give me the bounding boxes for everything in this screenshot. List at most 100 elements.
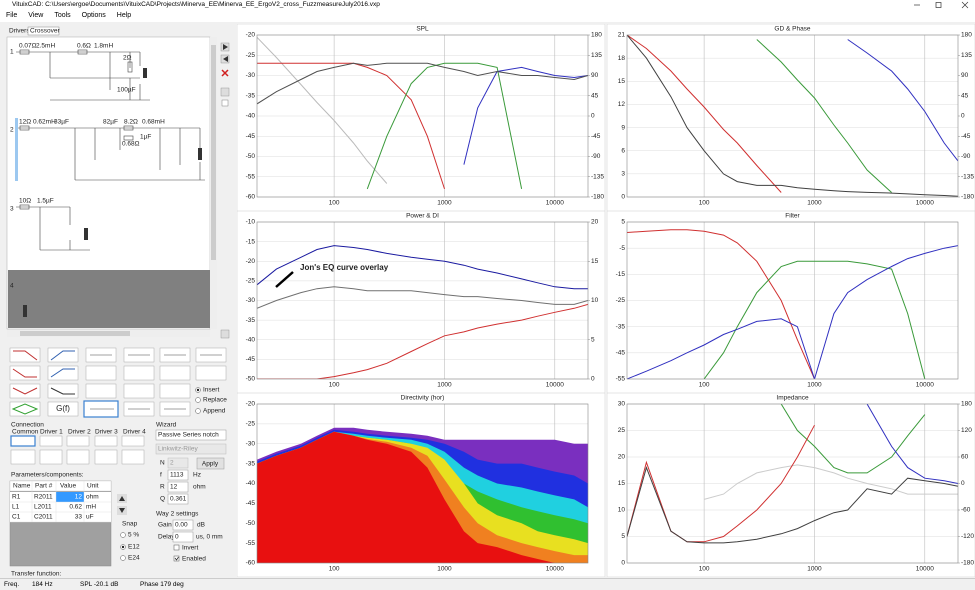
table-header: Unit <box>87 483 99 490</box>
y2-tick-label: 120 <box>961 427 972 434</box>
field-label: Delay <box>158 534 175 541</box>
y-tick-label: 3 <box>621 171 625 178</box>
y2-tick-label: 90 <box>591 72 599 79</box>
checkbox-label[interactable]: Enabled <box>182 556 206 563</box>
wizard-type[interactable]: Passive Series notch <box>158 432 219 439</box>
connection-tab[interactable]: Driver 3 <box>95 429 118 436</box>
x-tick-label: 10000 <box>546 382 564 389</box>
y-tick-label: -35 <box>246 317 256 324</box>
plot-title: Directivity (hor) <box>401 395 445 402</box>
field-value[interactable]: 0 <box>175 534 179 541</box>
toolbar[interactable] <box>220 42 230 339</box>
table-cell: C1 <box>12 514 21 521</box>
x-tick-label: 10000 <box>916 382 934 389</box>
curve <box>627 466 958 544</box>
menu-item[interactable]: View <box>28 12 44 19</box>
curve <box>257 36 388 184</box>
x-tick-label: 100 <box>699 382 710 389</box>
field-value[interactable]: 0.00 <box>175 522 188 529</box>
plot-frame <box>626 221 959 380</box>
mode-option[interactable]: Append <box>203 408 226 415</box>
y-tick-label: -35 <box>246 92 256 99</box>
status-field: Freq. <box>4 581 20 588</box>
section-title: Snap <box>122 521 138 528</box>
schematic-label: 2 <box>10 127 14 134</box>
field-unit: dB <box>197 522 205 529</box>
y-tick-label: 12 <box>618 101 626 108</box>
schematic-label: 1.8mH <box>94 43 113 50</box>
y-tick-label: -25 <box>246 421 256 428</box>
palette-block[interactable]: G(f) <box>56 404 70 413</box>
snap-option[interactable]: E12 <box>128 544 140 551</box>
field-value[interactable]: 2 <box>170 460 174 467</box>
menu-item[interactable]: File <box>6 12 18 19</box>
x-tick-label: 10000 <box>546 566 564 573</box>
y-tick-label: -20 <box>246 32 256 39</box>
curve <box>257 303 588 379</box>
y2-tick-label: -60 <box>961 507 971 514</box>
mode-option[interactable]: Replace <box>203 397 227 404</box>
menu-item[interactable]: Tools <box>54 12 71 19</box>
plot-frame <box>256 403 589 564</box>
table-cell[interactable]: 0.62 <box>69 504 82 511</box>
y-tick-label: -45 <box>246 356 256 363</box>
connection-tab[interactable]: Driver 1 <box>40 429 63 436</box>
table-cell[interactable]: 33 <box>75 514 83 521</box>
y2-tick-label: 20 <box>591 219 599 226</box>
y-tick-label: 0 <box>621 194 625 201</box>
y2-tick-label: -180 <box>591 194 604 201</box>
y-tick-label: -35 <box>616 323 626 330</box>
y2-tick-label: -45 <box>591 133 601 140</box>
connection-tab[interactable]: Driver 4 <box>123 429 146 436</box>
connection-tab[interactable]: Driver 2 <box>68 429 91 436</box>
schematic-label: 1 <box>10 49 14 56</box>
section-title: Transfer function: <box>11 571 62 578</box>
menu-item[interactable]: Options <box>81 12 106 19</box>
table-cell[interactable]: 12 <box>75 494 83 501</box>
field-value[interactable]: 1113 <box>170 472 184 479</box>
y2-tick-label: 0 <box>591 376 595 383</box>
field-value[interactable]: 12 <box>170 484 178 491</box>
plot: GD & Phase 0 3 6 9 12 15 18 21 -180 -135 -90 -45 0 45 9… <box>607 24 975 211</box>
tab[interactable]: Drivers <box>9 28 30 35</box>
y2-tick-label: 45 <box>961 92 969 99</box>
mode-option[interactable]: Insert <box>203 387 219 394</box>
contour-band <box>257 431 588 563</box>
tab[interactable]: Crossover <box>30 28 60 35</box>
curve <box>703 260 926 379</box>
x-tick-label: 10000 <box>916 566 934 573</box>
x-tick-label: 1000 <box>437 200 452 207</box>
table-cell: mH <box>86 504 96 511</box>
schematic-label: 0.68Ω <box>122 141 140 148</box>
y-tick-label: 15 <box>618 78 626 85</box>
field-value[interactable]: 0.361 <box>170 496 187 503</box>
connection-tab[interactable]: Common <box>12 429 39 436</box>
apply-button[interactable]: Apply <box>202 461 219 468</box>
y-tick-label: -30 <box>246 72 256 79</box>
plot-title: Impedance <box>776 395 809 402</box>
schematic-label: 4 <box>10 283 14 290</box>
move-buttons[interactable] <box>117 494 127 515</box>
plot-background <box>237 24 605 211</box>
field-label: f <box>160 472 162 479</box>
schematic-label: 1.5µF <box>37 198 54 205</box>
y-tick-label: 15 <box>618 480 626 487</box>
snap-option[interactable]: E24 <box>128 555 140 562</box>
y-tick-label: -25 <box>246 278 256 285</box>
y2-tick-label: 60 <box>961 454 969 461</box>
checkbox-label[interactable]: Invert <box>182 545 198 552</box>
y-tick-label: -50 <box>246 520 256 527</box>
y-tick-label: 9 <box>621 124 625 131</box>
y-tick-label: -45 <box>616 350 626 357</box>
window-controls[interactable] <box>900 0 975 10</box>
component-palette[interactable] <box>9 347 227 418</box>
x-tick-label: 100 <box>329 566 340 573</box>
menu-item[interactable]: Help <box>116 12 132 19</box>
snap-option[interactable]: 5 % <box>128 532 139 539</box>
connection-buttons[interactable] <box>10 435 145 465</box>
plot-frame <box>256 34 589 198</box>
y-tick-label: -10 <box>246 219 256 226</box>
curve <box>257 286 588 309</box>
